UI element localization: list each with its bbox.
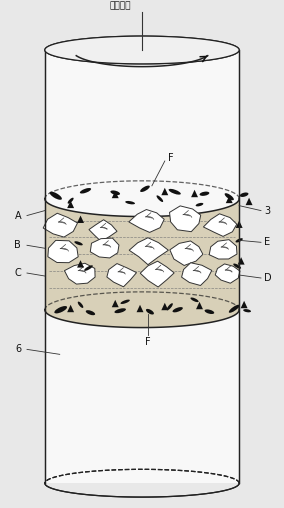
Polygon shape [191, 190, 198, 197]
Polygon shape [112, 191, 119, 198]
Polygon shape [129, 209, 164, 232]
Text: 3: 3 [264, 206, 270, 215]
Polygon shape [241, 301, 248, 308]
Polygon shape [48, 240, 78, 263]
Text: D: D [264, 273, 272, 283]
Ellipse shape [146, 309, 154, 314]
Polygon shape [67, 305, 74, 312]
Polygon shape [181, 263, 212, 285]
Ellipse shape [125, 201, 135, 204]
Ellipse shape [78, 302, 83, 308]
Text: C: C [14, 268, 21, 278]
Polygon shape [196, 302, 203, 309]
Ellipse shape [50, 192, 62, 200]
Polygon shape [161, 188, 168, 195]
Polygon shape [45, 199, 239, 328]
Ellipse shape [169, 189, 181, 195]
Polygon shape [170, 206, 201, 232]
Ellipse shape [243, 309, 251, 312]
Text: 6: 6 [15, 344, 21, 355]
Text: B: B [14, 240, 21, 250]
Polygon shape [77, 260, 84, 268]
Polygon shape [112, 300, 119, 307]
Polygon shape [64, 263, 95, 284]
Text: F: F [168, 153, 174, 163]
Ellipse shape [229, 305, 240, 313]
Ellipse shape [140, 185, 150, 192]
Ellipse shape [74, 241, 83, 245]
Polygon shape [170, 241, 203, 266]
Ellipse shape [114, 308, 126, 313]
Polygon shape [203, 214, 237, 236]
Text: E: E [264, 237, 270, 247]
Ellipse shape [225, 193, 234, 200]
Ellipse shape [196, 203, 203, 206]
Ellipse shape [167, 303, 173, 310]
Polygon shape [137, 305, 143, 312]
Ellipse shape [84, 265, 93, 271]
Polygon shape [90, 238, 119, 258]
Ellipse shape [80, 188, 91, 194]
Polygon shape [215, 264, 240, 283]
Polygon shape [140, 261, 174, 287]
Polygon shape [89, 220, 117, 241]
Ellipse shape [120, 300, 130, 304]
Polygon shape [45, 36, 239, 64]
Ellipse shape [110, 190, 120, 195]
Polygon shape [209, 240, 237, 259]
Polygon shape [43, 213, 78, 237]
Polygon shape [238, 257, 245, 265]
Ellipse shape [68, 198, 74, 204]
Polygon shape [77, 215, 84, 223]
Polygon shape [226, 196, 233, 203]
Polygon shape [129, 238, 168, 265]
Polygon shape [45, 50, 239, 483]
Ellipse shape [172, 307, 183, 312]
Polygon shape [161, 303, 168, 310]
Polygon shape [107, 264, 137, 287]
Polygon shape [67, 201, 74, 208]
Ellipse shape [240, 193, 248, 197]
Polygon shape [246, 198, 252, 205]
Text: A: A [14, 210, 21, 220]
Ellipse shape [233, 264, 241, 269]
Polygon shape [45, 36, 239, 64]
Ellipse shape [204, 309, 214, 314]
Ellipse shape [191, 298, 199, 302]
Ellipse shape [156, 196, 163, 202]
Polygon shape [236, 220, 243, 228]
Text: 旋转方向: 旋转方向 [109, 2, 131, 10]
Ellipse shape [235, 238, 243, 242]
Ellipse shape [200, 192, 209, 196]
Ellipse shape [86, 310, 95, 315]
Ellipse shape [54, 306, 67, 313]
Text: F: F [145, 337, 151, 347]
